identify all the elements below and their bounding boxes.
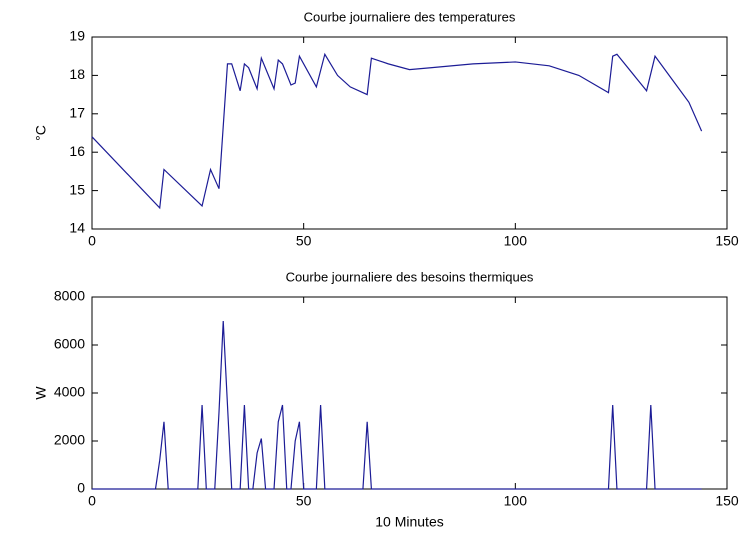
- axes-box: [91, 36, 728, 230]
- x-tick-label: 0: [88, 493, 96, 509]
- y-tick-label: 8000: [54, 288, 85, 304]
- chart-title: Courbe journaliere des temperatures: [304, 9, 516, 24]
- x-tick-label: 50: [296, 493, 312, 509]
- y-tick-label: 14: [69, 220, 85, 236]
- y-tick-label: 2000: [54, 432, 85, 448]
- x-tick-label: 100: [504, 233, 528, 249]
- y-tick-label: 18: [69, 66, 85, 82]
- y-tick-label: 4000: [54, 384, 85, 400]
- y-tick-label: 17: [69, 105, 85, 121]
- data-line: [92, 320, 702, 490]
- x-tick-label: 0: [88, 233, 96, 249]
- y-axis-label: °C: [33, 125, 49, 141]
- axes-box: [91, 296, 728, 490]
- y-tick-label: 0: [77, 480, 85, 496]
- x-axis-label: 10 Minutes: [375, 514, 443, 530]
- y-tick-label: 6000: [54, 336, 85, 352]
- y-tick-label: 16: [69, 143, 85, 159]
- x-tick-label: 100: [504, 493, 528, 509]
- x-tick-label: 50: [296, 233, 312, 249]
- y-tick-label: 19: [69, 28, 85, 44]
- y-axis-label: W: [33, 386, 49, 400]
- x-tick-label: 150: [715, 233, 739, 249]
- y-tick-label: 15: [69, 181, 85, 197]
- x-tick-label: 150: [715, 493, 739, 509]
- chart-title: Courbe journaliere des besoins thermique…: [286, 269, 534, 284]
- data-line: [91, 52, 703, 210]
